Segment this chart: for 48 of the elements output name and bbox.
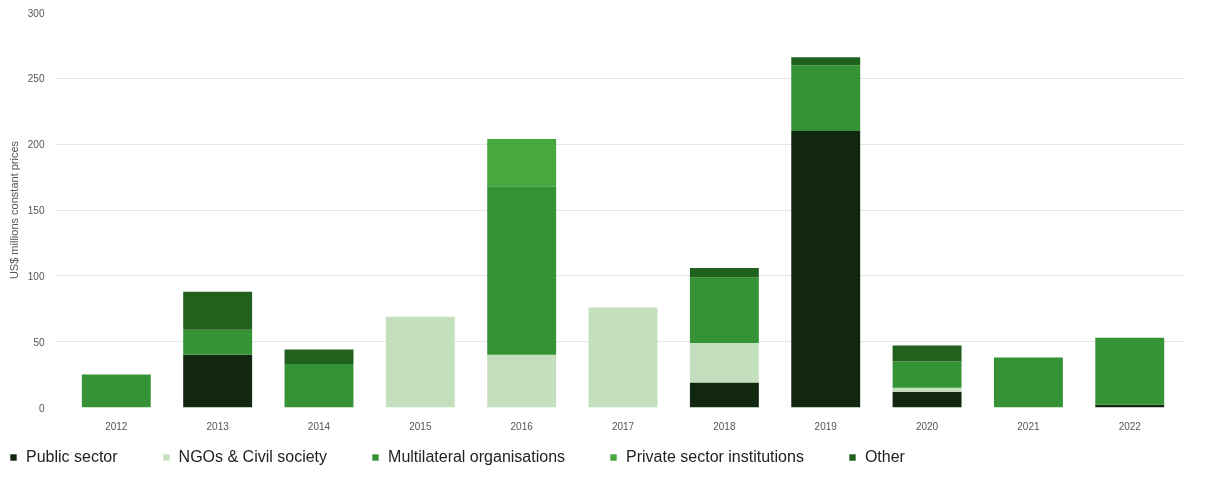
y-tick-label: 100 bbox=[27, 270, 45, 282]
bar bbox=[284, 349, 354, 365]
bar bbox=[689, 342, 759, 383]
bar bbox=[588, 307, 658, 408]
bar bbox=[1095, 337, 1165, 405]
legend-label: Other bbox=[864, 448, 905, 466]
y-tick-label: 300 bbox=[27, 7, 45, 19]
bar bbox=[183, 291, 253, 330]
bar bbox=[892, 387, 962, 392]
legend-label: Private sector institutions bbox=[626, 448, 804, 466]
bar bbox=[993, 357, 1063, 408]
bar bbox=[689, 382, 759, 408]
x-tick-label: 2016 bbox=[510, 420, 534, 432]
bar bbox=[81, 374, 151, 408]
bar bbox=[487, 354, 557, 408]
legend-label: NGOs & Civil society bbox=[178, 448, 328, 466]
x-tick-label: 2013 bbox=[206, 420, 230, 432]
x-tick-label: 2015 bbox=[409, 420, 432, 432]
bar bbox=[892, 391, 962, 408]
x-tick-label: 2012 bbox=[105, 420, 128, 432]
x-tick-label: 2022 bbox=[1118, 420, 1142, 432]
y-tick-label: 150 bbox=[27, 205, 45, 216]
x-tick-label: 2020 bbox=[915, 420, 939, 432]
y-axis-title: US$ millions constant prices bbox=[7, 140, 20, 280]
bar bbox=[284, 364, 354, 408]
bar bbox=[385, 316, 455, 408]
bar bbox=[183, 354, 253, 408]
bar bbox=[791, 65, 861, 131]
y-tick-label: 200 bbox=[27, 139, 45, 151]
y-tick-label: 250 bbox=[27, 73, 45, 85]
legend-label: Public sector bbox=[26, 448, 118, 466]
bar bbox=[892, 361, 962, 388]
y-tick-label: 50 bbox=[33, 336, 45, 348]
bar bbox=[487, 186, 557, 355]
bar bbox=[487, 138, 557, 187]
x-tick-label: 2018 bbox=[713, 420, 736, 432]
bar bbox=[791, 57, 861, 66]
legend-label: Multilateral organisations bbox=[388, 448, 566, 466]
x-tick-label: 2017 bbox=[611, 420, 635, 432]
bar bbox=[689, 267, 759, 278]
bar bbox=[689, 277, 759, 343]
x-tick-label: 2021 bbox=[1017, 420, 1040, 432]
bar bbox=[791, 131, 861, 408]
x-tick-label: 2014 bbox=[307, 420, 331, 432]
x-tick-label: 2019 bbox=[814, 420, 838, 432]
y-tick-label: 0 bbox=[38, 402, 45, 414]
bar bbox=[183, 329, 253, 355]
bar bbox=[892, 345, 962, 362]
